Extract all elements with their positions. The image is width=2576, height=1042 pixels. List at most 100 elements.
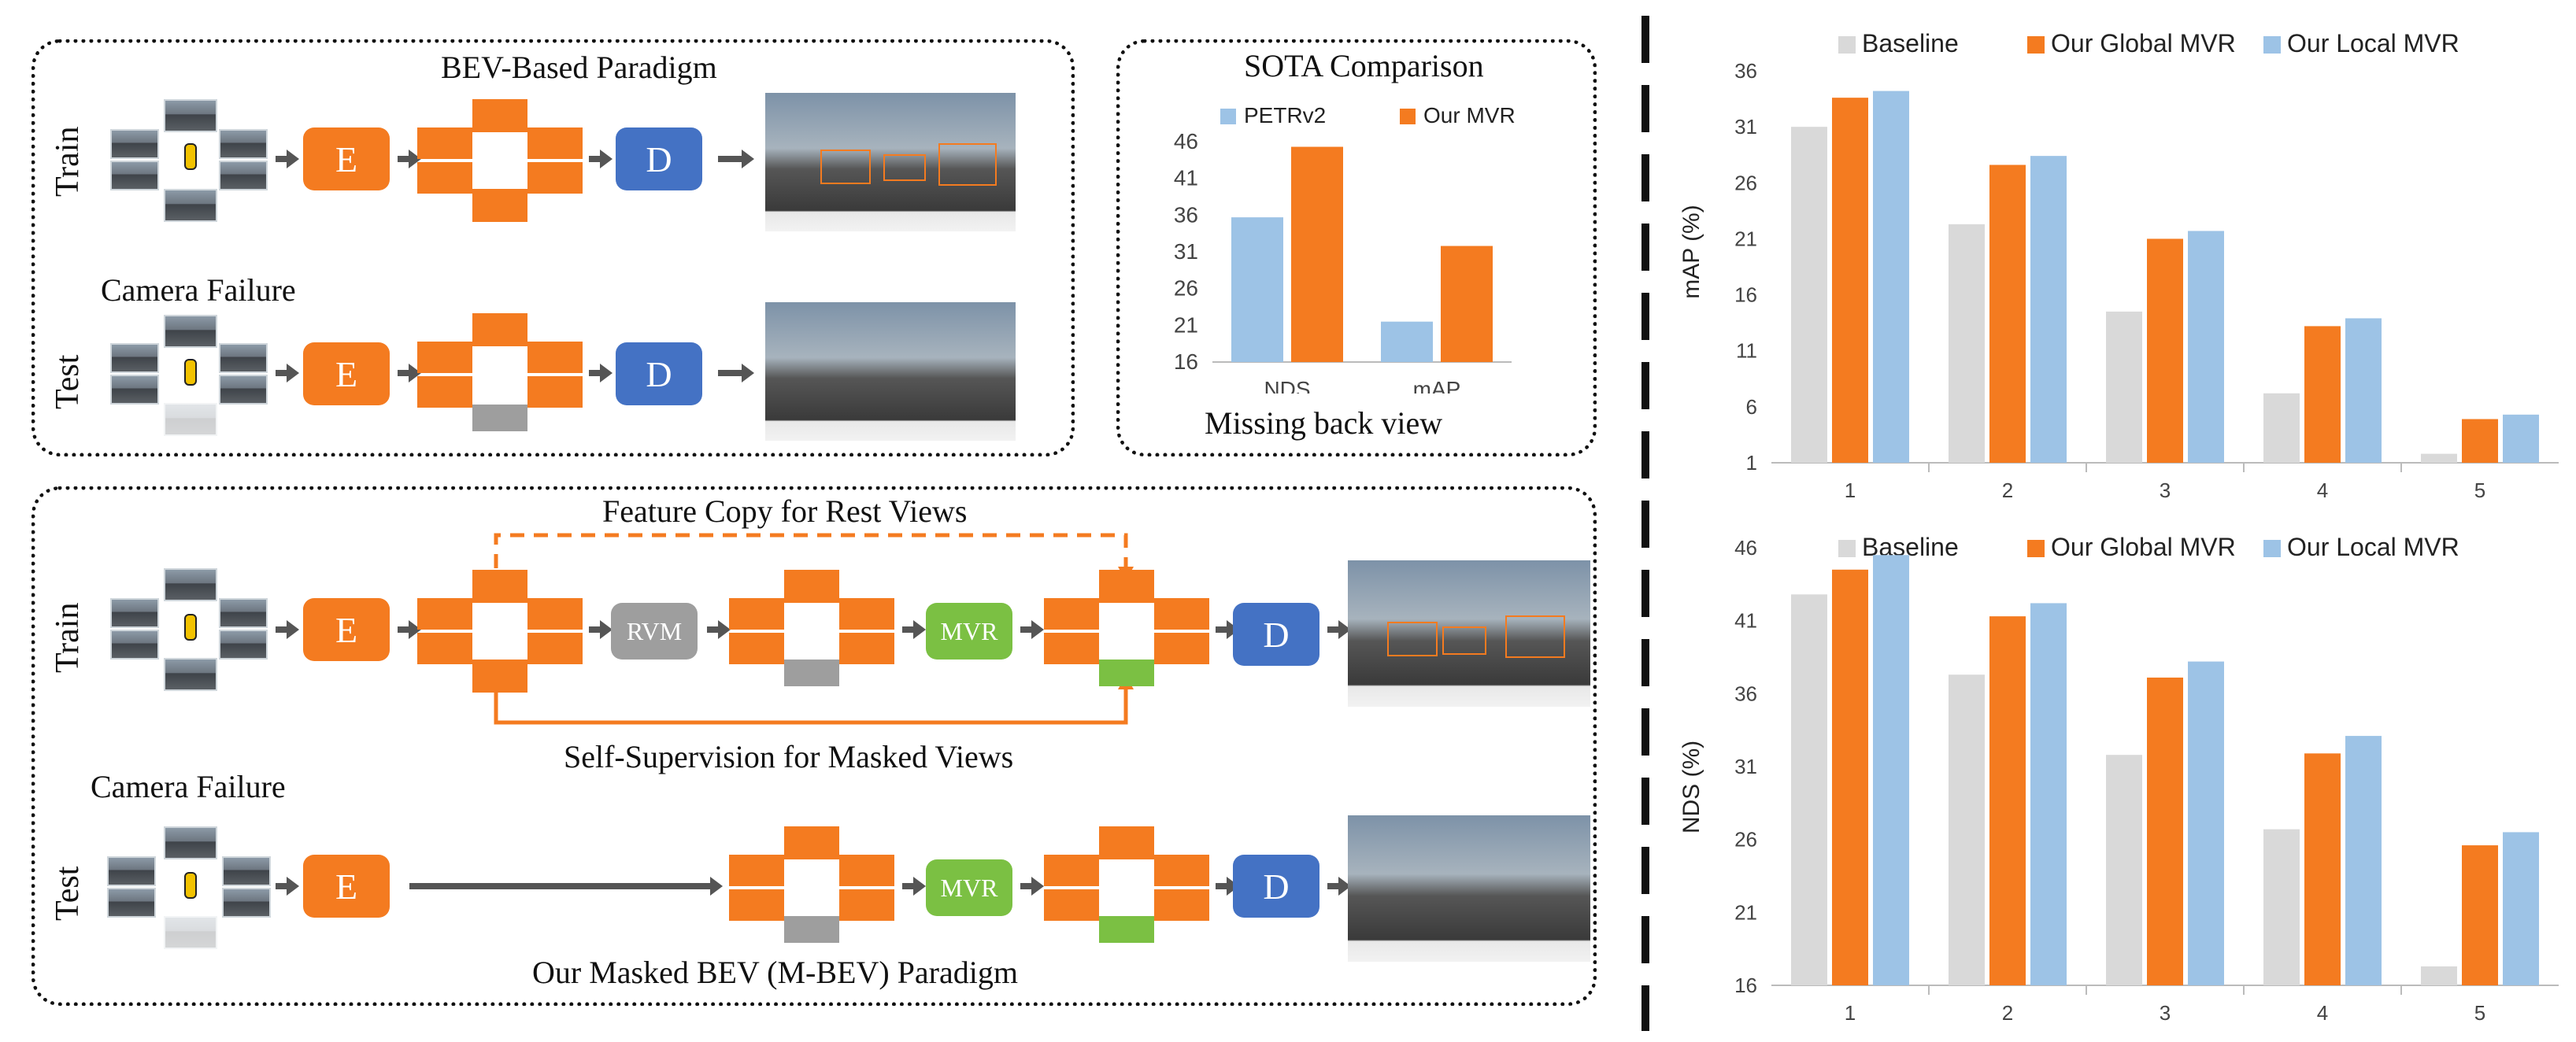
bar-baseline — [2263, 393, 2300, 463]
arrow — [398, 620, 421, 639]
arrow — [276, 150, 299, 168]
bar-our-global-mvr — [2147, 677, 2183, 985]
y-tick-label: 26 — [1734, 828, 1757, 852]
y-tick-label: 21 — [1174, 312, 1198, 337]
bar-our-global-mvr — [2304, 753, 2341, 985]
arrow — [707, 620, 731, 639]
x-tick-label: mAP — [1413, 377, 1461, 394]
arrow — [1216, 620, 1239, 639]
legend-label: Our Global MVR — [2051, 533, 2236, 561]
x-tick-label: NDS — [1264, 377, 1310, 394]
x-tick-label: 1 — [1845, 1001, 1856, 1025]
legend-swatch — [1400, 109, 1416, 124]
arrow — [902, 877, 926, 896]
legend-label: Baseline — [1862, 29, 1959, 57]
arrow — [718, 150, 754, 168]
panel-b-title: Our Masked BEV (M-BEV) Paradigm — [532, 955, 1018, 990]
bar-our-local-mvr — [2188, 661, 2224, 985]
x-tick-label: 1 — [1845, 479, 1856, 502]
decoder-box: D — [616, 127, 702, 190]
encoder-box: E — [303, 855, 390, 918]
arrow — [589, 364, 613, 382]
panel-mbev-paradigm — [31, 486, 1597, 1006]
sota-bar-chart: PETRv2 Our MVR 46 41 36 31 26 21 16 NDS mAP — [1174, 103, 1516, 394]
y-tick-label: 36 — [1174, 202, 1198, 227]
x-tick-label: 3 — [2160, 479, 2171, 502]
bar-our-local-mvr — [1873, 91, 1909, 464]
bar-our-mvr — [1291, 146, 1343, 362]
y-tick-label: 1 — [1746, 451, 1757, 475]
panel-bev-paradigm — [31, 39, 1075, 456]
bar-baseline — [1791, 594, 1827, 985]
encoder-box: E — [303, 342, 390, 405]
x-tick-label: 2 — [2002, 479, 2013, 502]
encoder-box: E — [303, 598, 390, 661]
bar-our-local-mvr — [1873, 555, 1909, 985]
self-supervision-label: Self-Supervision for Masked Views — [564, 739, 1014, 774]
legend-label: Our Local MVR — [2287, 29, 2459, 57]
detection-scene-image — [1348, 560, 1590, 707]
vertical-divider — [1641, 16, 1649, 1031]
bar-our-local-mvr — [2345, 318, 2382, 463]
bar-our-global-mvr — [2462, 419, 2498, 463]
arrow — [902, 620, 926, 639]
bar-our-global-mvr — [2147, 238, 2183, 463]
x-tick-label: 3 — [2160, 1001, 2171, 1025]
sota-title: SOTA Comparison — [1244, 48, 1484, 83]
legend-swatch — [2263, 36, 2281, 54]
arrow — [276, 620, 299, 639]
y-tick-label: 11 — [1736, 339, 1757, 363]
legend-swatch — [1220, 109, 1236, 124]
arrow — [1327, 620, 1351, 639]
arrow — [1020, 877, 1044, 896]
legend-label: PETRv2 — [1244, 103, 1326, 127]
detection-scene-image — [1348, 815, 1590, 962]
x-tick-label: 5 — [2474, 479, 2485, 502]
long-arrow — [409, 877, 723, 896]
y-tick-label: 36 — [1734, 59, 1757, 83]
panel-a-title: BEV-Based Paradigm — [441, 50, 717, 85]
y-tick-label: 41 — [1734, 609, 1757, 633]
x-tick-label: 4 — [2317, 479, 2328, 502]
bar-baseline — [1949, 224, 1985, 463]
mvr-box: MVR — [926, 603, 1012, 660]
bar-petrv2 — [1231, 217, 1283, 362]
bar-our-local-mvr — [2503, 414, 2539, 463]
y-tick-label: 16 — [1734, 974, 1757, 997]
x-tick-label: 4 — [2317, 1001, 2328, 1025]
bar-our-mvr — [1441, 246, 1493, 362]
y-tick-label: 31 — [1734, 755, 1757, 778]
camera-failure-label-b: Camera Failure — [91, 769, 286, 804]
y-axis-label: mAP (%) — [1678, 205, 1704, 298]
rvm-box: RVM — [611, 603, 698, 660]
bar-our-local-mvr — [2030, 603, 2067, 985]
legend-swatch — [2263, 540, 2281, 557]
mvr-box: MVR — [926, 859, 1012, 916]
arrow — [1020, 620, 1044, 639]
y-tick-label: 41 — [1174, 166, 1198, 190]
decoder-box: D — [1233, 603, 1319, 666]
y-tick-label: 21 — [1734, 900, 1757, 924]
x-tick-label: 5 — [2474, 1001, 2485, 1025]
bar-our-local-mvr — [2188, 231, 2224, 463]
arrow — [398, 150, 421, 168]
map-bar-chart: Baseline Our Global MVR Our Local MVR mAP (… — [1678, 29, 2559, 502]
x-tick-label: 2 — [2002, 1001, 2013, 1025]
bar-baseline — [1949, 674, 1985, 985]
legend-label: Our Local MVR — [2287, 533, 2459, 561]
arrow — [276, 877, 299, 896]
arrow — [1327, 877, 1351, 896]
detection-scene-image — [765, 93, 1016, 231]
bar-baseline — [2106, 311, 2142, 463]
legend-label: Our MVR — [1423, 103, 1516, 127]
bar-baseline — [1791, 127, 1827, 463]
legend-swatch — [1838, 540, 1856, 557]
legend-swatch — [2027, 36, 2045, 54]
y-axis-label: NDS (%) — [1678, 741, 1704, 833]
row-label-test-b: Test — [50, 866, 86, 921]
legend-swatch — [2027, 540, 2045, 557]
y-tick-label: 46 — [1734, 536, 1757, 560]
bar-our-global-mvr — [2462, 845, 2498, 985]
arrow — [589, 620, 613, 639]
y-tick-label: 46 — [1174, 129, 1198, 153]
